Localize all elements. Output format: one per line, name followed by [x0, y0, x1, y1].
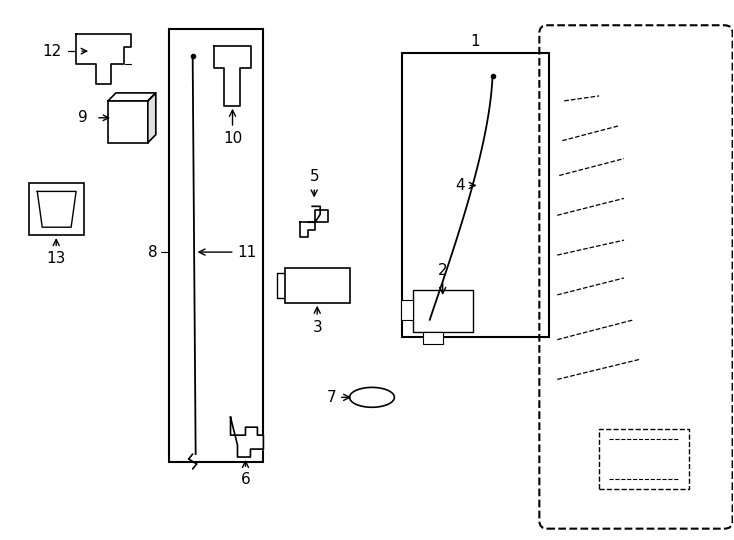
- Bar: [29, 184, 84, 235]
- Bar: [402, 53, 549, 336]
- Text: 2: 2: [438, 263, 448, 294]
- Polygon shape: [214, 46, 252, 106]
- Text: 7: 7: [327, 390, 349, 405]
- Polygon shape: [300, 210, 328, 237]
- Text: 11: 11: [199, 245, 257, 260]
- Bar: [108, 101, 148, 143]
- Text: 8: 8: [148, 245, 158, 260]
- Polygon shape: [76, 34, 131, 84]
- Bar: [169, 29, 264, 462]
- Text: 4: 4: [455, 178, 475, 193]
- Ellipse shape: [349, 387, 394, 407]
- Text: 12: 12: [42, 44, 61, 59]
- Bar: [599, 429, 688, 489]
- Polygon shape: [37, 191, 76, 227]
- Text: 1: 1: [470, 33, 480, 49]
- Text: 3: 3: [312, 307, 322, 335]
- Polygon shape: [108, 93, 156, 101]
- Text: 9: 9: [79, 110, 88, 125]
- Text: 5: 5: [310, 170, 319, 196]
- Text: 6: 6: [241, 461, 250, 487]
- Text: 13: 13: [46, 240, 66, 266]
- Bar: [423, 332, 443, 343]
- Polygon shape: [230, 417, 264, 457]
- Bar: [286, 268, 350, 303]
- Text: 10: 10: [223, 110, 242, 146]
- Polygon shape: [148, 93, 156, 143]
- Bar: [401, 300, 413, 320]
- Bar: [413, 290, 473, 332]
